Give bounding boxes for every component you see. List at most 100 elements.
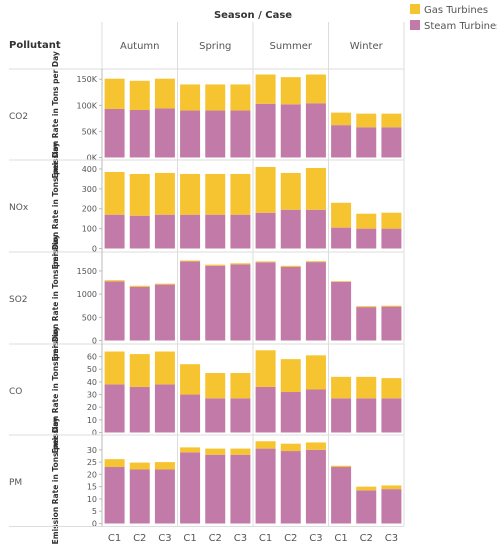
bar-steam-winter-c3 (381, 228, 402, 249)
bar-steam-winter-c3 (381, 127, 402, 158)
case-label-c2: C2 (209, 533, 222, 544)
bar-gas-spring-c1 (180, 173, 201, 215)
y-tick-label: 20 (87, 403, 97, 412)
bar-steam-spring-c3 (230, 454, 251, 524)
case-label-c3: C3 (158, 533, 171, 544)
bar-steam-winter-c2 (356, 307, 377, 341)
legend-swatch-gas (410, 4, 420, 14)
season-label-summer: Summer (270, 41, 313, 52)
bar-steam-spring-c3 (230, 214, 251, 249)
bar-gas-winter-c1 (331, 465, 352, 468)
pollutant-label: NOx (9, 203, 29, 213)
bar-steam-summer-c1 (255, 386, 276, 433)
case-label-c3: C3 (309, 533, 322, 544)
bar-steam-spring-c3 (230, 110, 251, 158)
y-axis-title: Emission Rate in Tons per Day (51, 142, 60, 269)
y-tick-label: 50K (82, 127, 98, 136)
pollutant-label: PM (9, 478, 22, 488)
case-label-c3: C3 (234, 533, 247, 544)
bar-steam-spring-c1 (180, 394, 201, 433)
bar-steam-spring-c1 (180, 261, 201, 341)
y-axis-title: Emission Rate in Tons per Day (51, 326, 60, 453)
y-axis-title: Emission Rate in Tons per Day (51, 234, 60, 361)
bar-gas-spring-c2 (205, 173, 226, 215)
bar-gas-winter-c1 (331, 376, 352, 399)
bar-gas-summer-c1 (255, 350, 276, 387)
column-header-title: Season / Case (214, 10, 292, 21)
bar-gas-spring-c2 (205, 448, 226, 455)
bar-steam-summer-c2 (280, 266, 301, 341)
panel-so2: SO2 Emission Rate in Tons per Day 0 500 1000… (9, 234, 404, 361)
bar-gas-summer-c3 (305, 442, 326, 450)
y-tick-label: 0 (92, 429, 97, 438)
bar-steam-spring-c3 (230, 398, 251, 433)
bar-steam-winter-c2 (356, 228, 377, 249)
bar-steam-autumn-c3 (154, 284, 175, 341)
bar-gas-autumn-c3 (154, 78, 175, 109)
bar-steam-autumn-c1 (104, 281, 125, 341)
bar-gas-spring-c1 (180, 447, 201, 453)
bar-gas-autumn-c1 (104, 78, 125, 109)
y-tick-label: 10 (87, 416, 97, 425)
y-tick-label: 50 (87, 365, 97, 374)
bar-gas-spring-c1 (180, 260, 201, 262)
bar-gas-autumn-c2 (129, 173, 150, 216)
bar-gas-spring-c1 (180, 364, 201, 395)
bar-gas-summer-c3 (305, 261, 326, 263)
y-axis-title: Emission Rate in Tons per Day (51, 51, 60, 178)
season-label-winter: Winter (350, 41, 384, 52)
bar-steam-autumn-c3 (154, 384, 175, 433)
bar-gas-summer-c2 (280, 265, 301, 267)
bar-steam-spring-c2 (205, 214, 226, 249)
case-label-c1: C1 (183, 533, 196, 544)
y-tick-label: 150K (76, 75, 97, 84)
case-label-c1: C1 (334, 533, 347, 544)
case-label-c2: C2 (360, 533, 373, 544)
bar-steam-autumn-c2 (129, 286, 150, 341)
y-tick-label: 60 (87, 353, 97, 362)
y-tick-label: 0 (92, 245, 97, 254)
bar-steam-winter-c1 (331, 398, 352, 433)
case-label-c1: C1 (259, 533, 272, 544)
bar-steam-autumn-c2 (129, 386, 150, 433)
case-label-c2: C2 (133, 533, 146, 544)
bar-gas-winter-c3 (381, 378, 402, 399)
bar-gas-winter-c1 (331, 281, 352, 282)
y-tick-label: 0K (87, 154, 98, 163)
bar-gas-autumn-c1 (104, 459, 125, 468)
bar-steam-winter-c3 (381, 306, 402, 341)
bar-gas-autumn-c1 (104, 280, 125, 282)
y-tick-label: 300 (82, 185, 97, 194)
bar-steam-summer-c1 (255, 262, 276, 341)
bar-steam-spring-c1 (180, 110, 201, 158)
bar-gas-summer-c3 (305, 167, 326, 210)
bar-steam-summer-c1 (255, 103, 276, 158)
bar-steam-autumn-c1 (104, 214, 125, 249)
bar-steam-autumn-c2 (129, 110, 150, 158)
bar-gas-summer-c3 (305, 74, 326, 104)
bar-gas-summer-c3 (305, 355, 326, 390)
bar-gas-spring-c3 (230, 448, 251, 455)
bar-gas-autumn-c2 (129, 462, 150, 470)
y-tick-label: 200 (82, 205, 97, 214)
y-tick-label: 10 (87, 495, 97, 504)
season-label-autumn: Autumn (120, 41, 160, 52)
bar-gas-winter-c2 (356, 376, 377, 399)
bar-steam-summer-c2 (280, 104, 301, 158)
bar-steam-winter-c2 (356, 127, 377, 158)
bar-steam-autumn-c3 (154, 214, 175, 249)
y-tick-label: 1000 (77, 290, 97, 299)
bar-steam-spring-c2 (205, 265, 226, 341)
bar-steam-winter-c1 (331, 227, 352, 249)
bar-gas-summer-c2 (280, 77, 301, 105)
bar-gas-winter-c2 (356, 486, 377, 491)
panel-pm: PM Emission Rate in Tons per Day 0 5 10 15 20 2… (9, 417, 404, 544)
bar-gas-winter-c2 (356, 213, 377, 229)
pollutant-label: CO (9, 387, 22, 397)
bar-steam-summer-c2 (280, 392, 301, 433)
legend-label-steam: Steam Turbines (424, 21, 497, 32)
bar-steam-spring-c2 (205, 110, 226, 158)
bar-steam-autumn-c1 (104, 108, 125, 158)
bar-gas-winter-c3 (381, 485, 402, 490)
